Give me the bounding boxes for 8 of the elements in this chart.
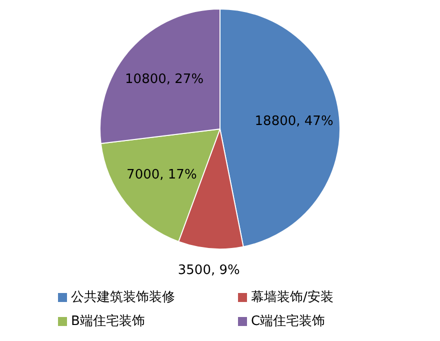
data-label: 18800, 47%	[254, 114, 334, 130]
legend-label: C端住宅装饰	[251, 313, 326, 330]
data-label: 7000, 17%	[126, 168, 197, 183]
data-label: 10800, 27%	[125, 72, 204, 88]
legend-label: B端住宅装饰	[71, 313, 145, 330]
legend-label: 幕墙装饰/安装	[251, 289, 334, 306]
legend-label: 公共建筑装饰装修	[71, 289, 175, 306]
data-label: 3500, 9%	[178, 263, 240, 278]
